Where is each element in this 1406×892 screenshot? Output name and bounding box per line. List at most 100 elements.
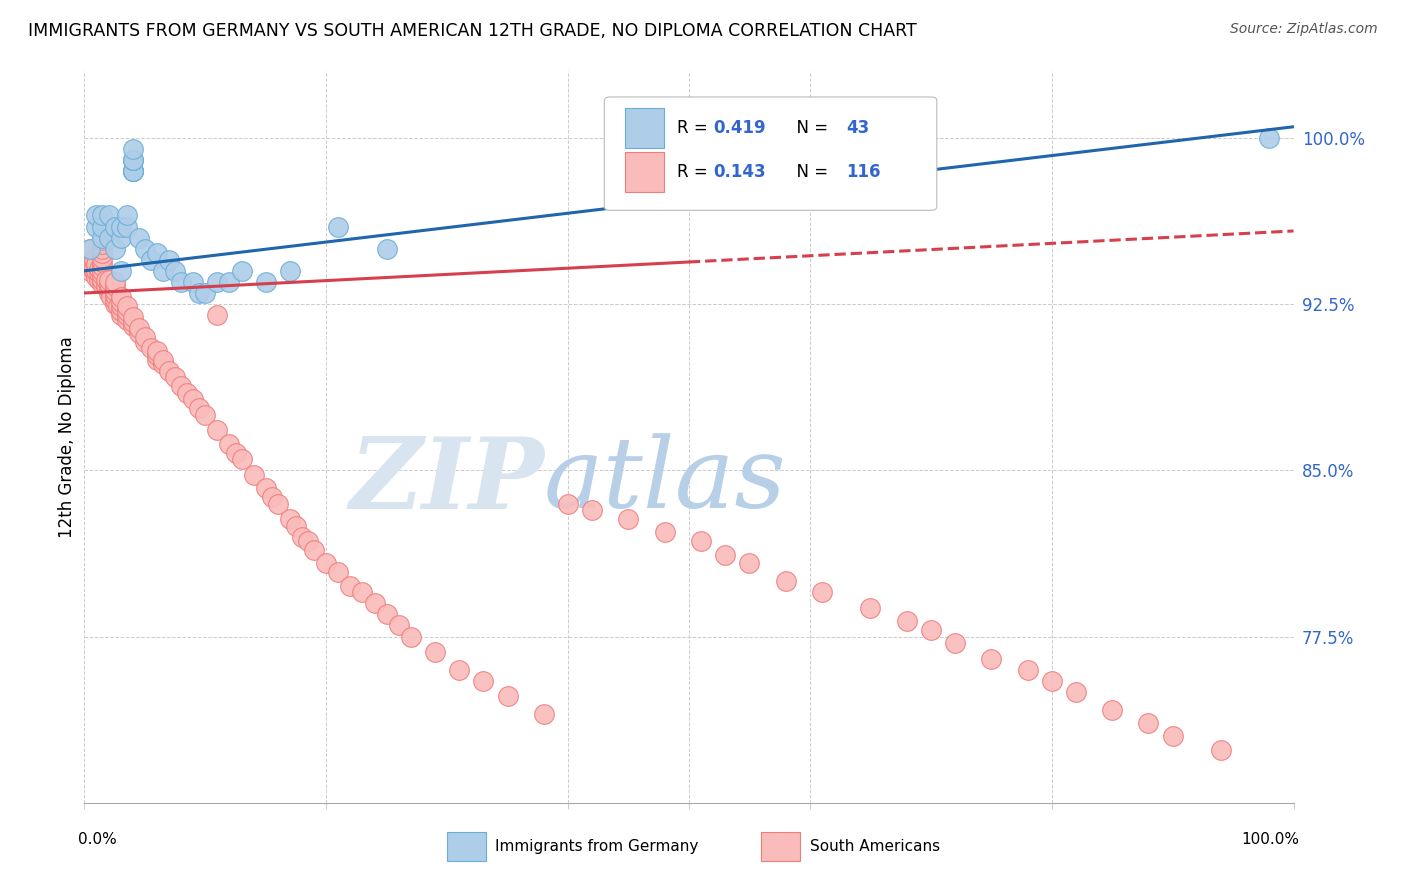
Point [91, 246, 114, 260]
Point [1101, 703, 1123, 717]
Point [115, 299, 138, 313]
Text: 0.143: 0.143 [713, 163, 766, 181]
Point [121, 153, 143, 167]
Point [388, 618, 411, 632]
Point [291, 530, 314, 544]
Text: IMMIGRANTS FROM GERMANY VS SOUTH AMERICAN 12TH GRADE, NO DIPLOMA CORRELATION CHA: IMMIGRANTS FROM GERMANY VS SOUTH AMERICA… [28, 22, 917, 40]
Point [87, 261, 110, 276]
Point [107, 299, 129, 313]
Point [115, 308, 138, 322]
Point [352, 585, 374, 599]
Point [181, 392, 204, 407]
Point [104, 297, 127, 311]
Point [859, 600, 882, 615]
Point [83, 264, 105, 278]
Text: R =: R = [676, 120, 713, 137]
Point [170, 379, 193, 393]
Point [104, 284, 127, 298]
Point [110, 290, 132, 304]
Point [194, 285, 217, 300]
Text: atlas: atlas [544, 434, 786, 529]
Point [91, 237, 114, 252]
Point [110, 264, 132, 278]
Point [115, 219, 138, 234]
Point [139, 342, 162, 356]
Point [104, 288, 127, 302]
Point [110, 230, 132, 244]
Point [714, 548, 737, 562]
Text: 0.419: 0.419 [713, 120, 766, 137]
Point [690, 534, 713, 549]
Point [94, 279, 117, 293]
Point [110, 299, 132, 313]
Point [176, 385, 198, 400]
Point [121, 315, 143, 329]
Point [104, 242, 127, 256]
Point [557, 497, 579, 511]
Point [328, 566, 350, 580]
Point [115, 303, 138, 318]
Point [231, 452, 253, 467]
Point [121, 142, 143, 156]
Point [181, 275, 204, 289]
Point [375, 607, 398, 622]
Point [188, 401, 211, 416]
Point [104, 219, 127, 234]
Point [1064, 685, 1087, 699]
Point [97, 282, 120, 296]
Point [194, 408, 217, 422]
Point [91, 242, 114, 256]
Point [472, 673, 495, 688]
Point [104, 275, 127, 289]
Point [100, 290, 122, 304]
Point [110, 294, 132, 309]
Point [91, 251, 114, 265]
Text: N =: N = [786, 120, 832, 137]
Point [121, 153, 143, 167]
Point [165, 370, 187, 384]
Point [110, 219, 132, 234]
Point [91, 209, 114, 223]
Point [920, 623, 942, 637]
Point [423, 645, 446, 659]
Point [284, 518, 308, 533]
Point [254, 275, 277, 289]
Point [86, 257, 108, 271]
Point [328, 219, 350, 234]
Point [152, 352, 174, 367]
Point [654, 525, 676, 540]
Text: 0.0%: 0.0% [79, 832, 117, 847]
Point [225, 445, 247, 459]
Point [134, 330, 156, 344]
Point [775, 574, 797, 589]
Point [943, 636, 966, 650]
Point [86, 270, 108, 285]
Text: ZIP: ZIP [349, 433, 544, 529]
Point [152, 357, 174, 371]
Point [449, 663, 471, 677]
Point [811, 585, 834, 599]
Text: South Americans: South Americans [810, 839, 941, 855]
Text: N =: N = [786, 163, 832, 181]
Point [97, 273, 120, 287]
Point [121, 164, 143, 178]
Point [91, 273, 114, 287]
Point [115, 209, 138, 223]
FancyBboxPatch shape [624, 108, 664, 148]
Point [110, 303, 132, 318]
Point [297, 534, 319, 549]
Point [157, 363, 180, 377]
Point [86, 219, 108, 234]
Point [302, 543, 325, 558]
Point [97, 285, 120, 300]
Text: Source: ZipAtlas.com: Source: ZipAtlas.com [1230, 22, 1378, 37]
Point [86, 209, 108, 223]
Point [896, 614, 918, 628]
Point [207, 275, 229, 289]
Point [121, 310, 143, 325]
Point [339, 578, 361, 592]
Point [91, 255, 114, 269]
Point [363, 596, 385, 610]
Point [121, 164, 143, 178]
FancyBboxPatch shape [624, 152, 664, 192]
